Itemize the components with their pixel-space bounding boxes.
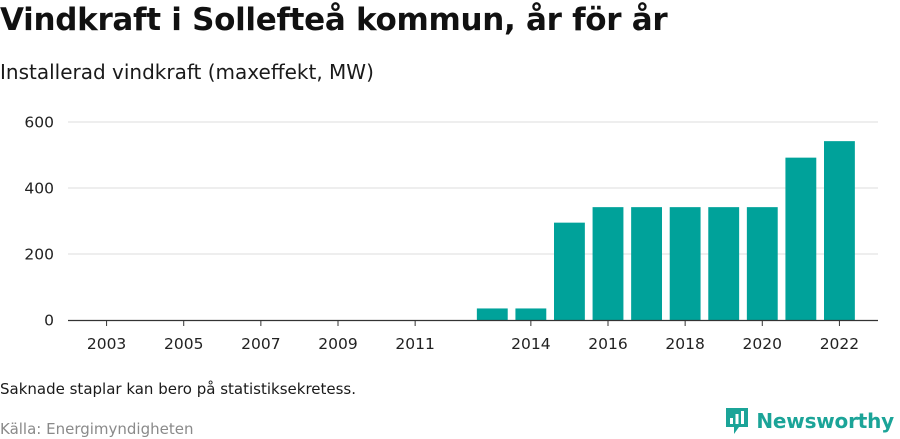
bar-2015 bbox=[554, 222, 585, 320]
x-axis-ticks: 2003 2005 2007 2009 2011 2014 2016 2018 2020 2022 bbox=[87, 320, 859, 353]
x-tick-label: 2022 bbox=[820, 335, 859, 353]
bar-2013 bbox=[476, 308, 508, 320]
x-tick-label: 2009 bbox=[318, 335, 357, 353]
chart-title: Vindkraft i Sollefteå kommun, år för år bbox=[0, 2, 668, 38]
grid-lines bbox=[68, 121, 878, 255]
bars bbox=[476, 141, 855, 320]
x-tick-label: 2005 bbox=[164, 335, 203, 353]
x-tick-label: 2011 bbox=[395, 335, 434, 353]
bar-2018 bbox=[669, 207, 701, 320]
bar-2019 bbox=[708, 207, 740, 320]
bar-2014 bbox=[515, 308, 547, 320]
x-tick-label: 2003 bbox=[87, 335, 126, 353]
newsworthy-logo-icon bbox=[726, 408, 749, 434]
x-tick-label: 2016 bbox=[588, 335, 627, 353]
y-tick-label: 600 bbox=[24, 114, 54, 132]
chart-subtitle: Installerad vindkraft (maxeffekt, MW) bbox=[0, 60, 374, 84]
bar-2016 bbox=[592, 207, 624, 320]
bar-2017 bbox=[631, 207, 662, 320]
brand-name: Newsworthy bbox=[756, 409, 894, 433]
y-axis-ticks: 0 200 400 600 bbox=[24, 114, 54, 330]
x-tick-label: 2007 bbox=[241, 335, 280, 353]
brand-logo: Newsworthy bbox=[724, 406, 894, 436]
bar-2021 bbox=[785, 157, 817, 320]
y-tick-label: 400 bbox=[24, 180, 54, 198]
x-tick-label: 2014 bbox=[511, 335, 550, 353]
bar-2022 bbox=[824, 141, 855, 320]
y-tick-label: 200 bbox=[24, 246, 54, 264]
bar-2020 bbox=[746, 207, 778, 320]
y-tick-label: 0 bbox=[44, 312, 54, 330]
x-tick-label: 2020 bbox=[743, 335, 782, 353]
x-tick-label: 2018 bbox=[665, 335, 704, 353]
source-credit: Källa: Energimyndigheten bbox=[0, 420, 194, 438]
footnote: Saknade staplar kan bero på statistiksek… bbox=[0, 380, 357, 398]
